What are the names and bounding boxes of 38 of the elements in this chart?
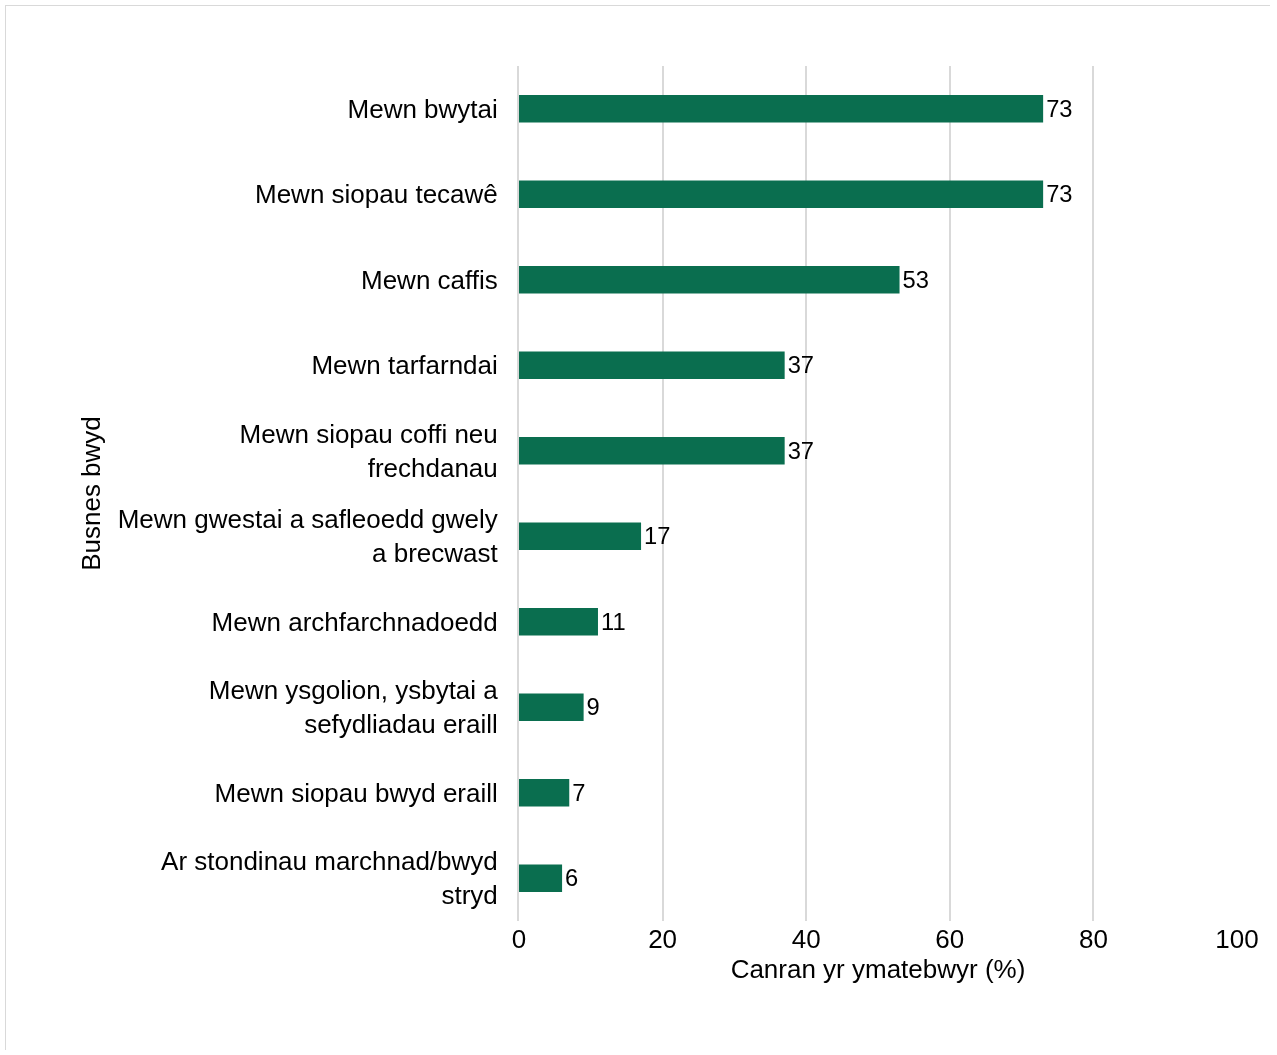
x-axis-title: Canran yr ymatebwyr (%)	[730, 954, 1026, 984]
y-tick-label: Mewn siopau tecawê	[254, 179, 498, 210]
y-tick-label: Mewn caffis	[361, 264, 498, 295]
y-tick-label: Mewn gwestai a safleoedd gwely a brecwast	[117, 504, 499, 569]
data-label: 53	[902, 266, 929, 293]
bar	[519, 351, 785, 379]
data-label: 37	[787, 437, 815, 464]
bar	[519, 864, 563, 892]
data-label: 9	[586, 694, 600, 721]
y-tick-label: Mewn ysgolion, ysbytai a sefydliadau eraill	[208, 675, 499, 740]
bar	[519, 95, 1044, 123]
y-tick-label: Ar stondinau marchnad/bwyd stryd	[161, 846, 498, 911]
y-tick-label: Mewn archfarchnadoedd	[211, 606, 498, 637]
bar	[519, 522, 642, 550]
bar	[519, 779, 570, 807]
bar	[519, 693, 584, 721]
y-tick-label: Mewn siopau coffi neu frechdanau	[239, 418, 498, 483]
x-tick-label: 0	[511, 924, 527, 954]
bar	[519, 180, 1044, 208]
data-label: 11	[600, 608, 626, 635]
data-label: 73	[1046, 95, 1073, 122]
x-tick-label: 20	[648, 924, 678, 954]
bar	[519, 266, 900, 294]
data-label: 73	[1046, 181, 1073, 208]
bar	[519, 608, 598, 636]
y-tick-label: Mewn tarfarndai	[311, 350, 498, 381]
x-tick-label: 40	[791, 924, 821, 954]
y-tick-label: Mewn bwytai	[347, 93, 498, 124]
data-label: 7	[572, 779, 586, 806]
y-axis-title: Busnes bwyd	[75, 416, 106, 571]
data-label: 17	[644, 523, 671, 550]
data-label: 6	[565, 865, 579, 892]
bar	[519, 437, 785, 465]
x-tick-label: 100	[1215, 924, 1259, 954]
x-tick-label: 60	[935, 924, 965, 954]
y-tick-label: Mewn siopau bwyd eraill	[214, 777, 498, 808]
x-tick-label: 80	[1078, 924, 1108, 954]
data-label: 37	[787, 352, 815, 379]
